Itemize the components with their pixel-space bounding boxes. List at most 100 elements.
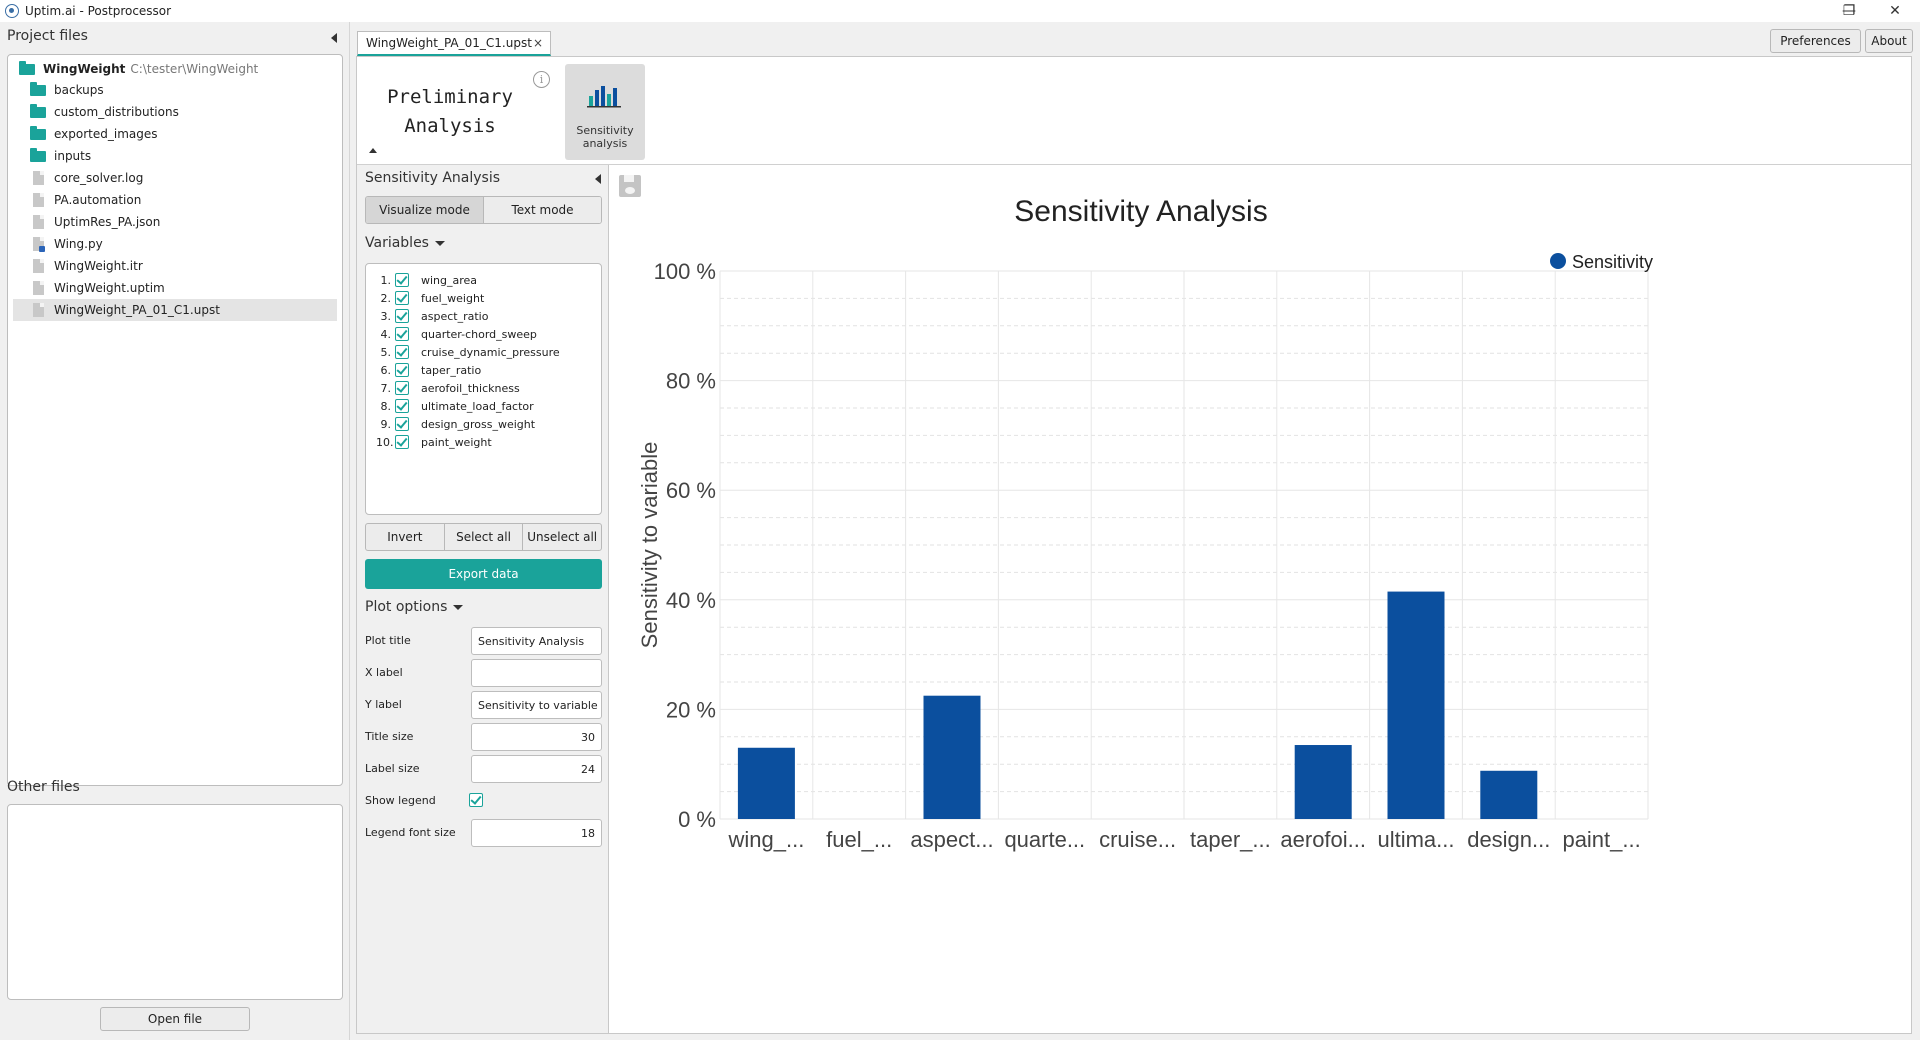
variable-checkbox[interactable] <box>395 327 409 341</box>
variable-item[interactable]: 6. taper_ratio <box>376 360 481 380</box>
tree-root-name: WingWeight <box>43 62 126 76</box>
minimize-button[interactable]: — <box>1842 3 1856 19</box>
variable-checkbox[interactable] <box>395 417 409 431</box>
invert-button[interactable]: Invert <box>366 524 445 550</box>
folder-icon <box>19 60 35 75</box>
tree-item[interactable]: WingWeight_PA_01_C1.upst <box>13 299 337 321</box>
variable-checkbox[interactable] <box>395 399 409 413</box>
about-button[interactable]: About <box>1865 29 1913 53</box>
document-tab[interactable]: WingWeight_PA_01_C1.upst × <box>357 31 551 56</box>
sensitivity-analysis-button[interactable]: Sensitivity analysis <box>565 64 645 160</box>
variable-index: 7. <box>380 381 392 395</box>
variables-header-label: Variables <box>365 235 429 251</box>
bar <box>923 695 981 819</box>
sensitivity-label-line2: analysis <box>582 137 628 150</box>
variable-item[interactable]: 7. aerofoil_thickness <box>376 378 520 398</box>
collapse-ribbon-icon[interactable] <box>369 148 377 153</box>
export-data-button[interactable]: Export data <box>365 559 602 589</box>
bar <box>1480 770 1538 819</box>
variable-item[interactable]: 4. quarter-chord_sweep <box>376 324 537 344</box>
variable-item[interactable]: 8. ultimate_load_factor <box>376 396 534 416</box>
title-size-input[interactable]: 30 <box>471 723 602 751</box>
tree-item[interactable]: custom_distributions <box>13 101 337 123</box>
variable-checkbox[interactable] <box>395 435 409 449</box>
save-icon[interactable] <box>619 175 641 197</box>
sensitivity-label-line1: Sensitivity <box>576 124 634 137</box>
tree-item[interactable]: core_solver.log <box>13 167 337 189</box>
window-title: Uptim.ai - Postprocessor <box>25 4 172 18</box>
variable-checkbox[interactable] <box>395 363 409 377</box>
minimize-button-2[interactable] <box>1780 0 1826 22</box>
file-icon <box>33 171 44 185</box>
info-icon[interactable]: i <box>533 71 550 88</box>
variable-label: ultimate_load_factor <box>421 399 534 413</box>
folder-icon <box>30 103 46 118</box>
open-file-button[interactable]: Open file <box>100 1007 250 1031</box>
restore-button[interactable]: ❐ <box>1842 3 1856 19</box>
collapse-options-icon[interactable] <box>595 174 601 184</box>
file-icon <box>33 259 44 273</box>
plot-title-input[interactable]: Sensitivity Analysis <box>471 627 602 655</box>
label-size-input[interactable]: 24 <box>471 755 602 783</box>
variable-item[interactable]: 1. wing_area <box>376 270 477 290</box>
tree-item[interactable]: inputs <box>13 145 337 167</box>
x-label-input[interactable] <box>471 659 602 687</box>
tree-item-label: inputs <box>54 149 92 163</box>
x-tick-label: cruise... <box>1099 827 1176 852</box>
y-label-input[interactable]: Sensitivity to variable <box>471 691 602 719</box>
variable-index: 8. <box>380 399 392 413</box>
variable-index: 4. <box>380 327 392 341</box>
variables-header[interactable]: Variables <box>365 235 445 251</box>
text-mode-button[interactable]: Text mode <box>484 197 601 223</box>
options-panel: Sensitivity Analysis Visualize mode Text… <box>357 165 609 1033</box>
variable-checkbox[interactable] <box>395 291 409 305</box>
variable-label: wing_area <box>421 273 478 287</box>
variable-checkbox[interactable] <box>395 381 409 395</box>
close-window-button[interactable]: ✕ <box>1889 3 1901 19</box>
visualize-mode-button[interactable]: Visualize mode <box>366 197 484 223</box>
tree-item[interactable]: WingWeight.itr <box>13 255 337 277</box>
variable-checkbox[interactable] <box>395 309 409 323</box>
tree-item[interactable]: UptimRes_PA.json <box>13 211 337 233</box>
chart-legend: Sensitivity <box>1550 252 1653 272</box>
variable-label: fuel_weight <box>421 291 485 305</box>
ribbon-title: Preliminary Analysis <box>385 83 515 141</box>
variable-item[interactable]: 10. paint_weight <box>376 432 492 452</box>
y-tick-label: 80 % <box>666 369 716 394</box>
select-all-button[interactable]: Select all <box>445 524 524 550</box>
variable-item[interactable]: 2. fuel_weight <box>376 288 484 308</box>
tree-item-label: Wing.py <box>54 237 103 251</box>
variable-checkbox[interactable] <box>395 345 409 359</box>
file-icon <box>33 193 44 207</box>
x-tick-label: aspect... <box>910 827 993 852</box>
other-files-header: Other files <box>7 779 80 795</box>
x-tick-label: fuel_... <box>826 827 892 852</box>
x-tick-label: taper_... <box>1190 827 1271 852</box>
tree-item[interactable]: backups <box>13 79 337 101</box>
y-tick-label: 0 % <box>678 807 716 832</box>
file-icon <box>33 281 44 295</box>
title-bar: Uptim.ai - Postprocessor — <box>0 0 1920 22</box>
tree-item-label: PA.automation <box>54 193 142 207</box>
plot-options-header[interactable]: Plot options <box>365 599 464 615</box>
tree-item[interactable]: PA.automation <box>13 189 337 211</box>
tree-item[interactable]: Wing.py <box>13 233 337 255</box>
tree-item[interactable]: exported_images <box>13 123 337 145</box>
unselect-all-button[interactable]: Unselect all <box>527 530 598 544</box>
x-tick-label: design... <box>1467 827 1550 852</box>
variable-item[interactable]: 9. design_gross_weight <box>376 414 535 434</box>
plot-title-label: Plot title <box>365 634 411 647</box>
tree-root[interactable]: WingWeight C:\tester\WingWeight <box>16 58 336 80</box>
sensitivity-chart: 0 % 20 % 40 % 60 % 80 % 100 % wing_... fuel_...… <box>637 195 1653 852</box>
tree-item[interactable]: WingWeight.uptim <box>13 277 337 299</box>
legend-font-size-input[interactable]: 18 <box>471 819 602 847</box>
preferences-button[interactable]: Preferences <box>1770 29 1861 53</box>
collapse-left-panel-icon[interactable] <box>331 33 337 43</box>
variable-item[interactable]: 3. aspect_ratio <box>376 306 488 326</box>
show-legend-checkbox[interactable] <box>469 793 483 807</box>
variables-list: 1. wing_area 2. fuel_weight 3. aspect_ratio 4.… <box>365 263 602 515</box>
variable-checkbox[interactable] <box>395 273 409 287</box>
close-tab-icon[interactable]: × <box>532 36 543 50</box>
x-tick-label: aerofoi... <box>1280 827 1366 852</box>
variable-item[interactable]: 5. cruise_dynamic_pressure <box>376 342 560 362</box>
